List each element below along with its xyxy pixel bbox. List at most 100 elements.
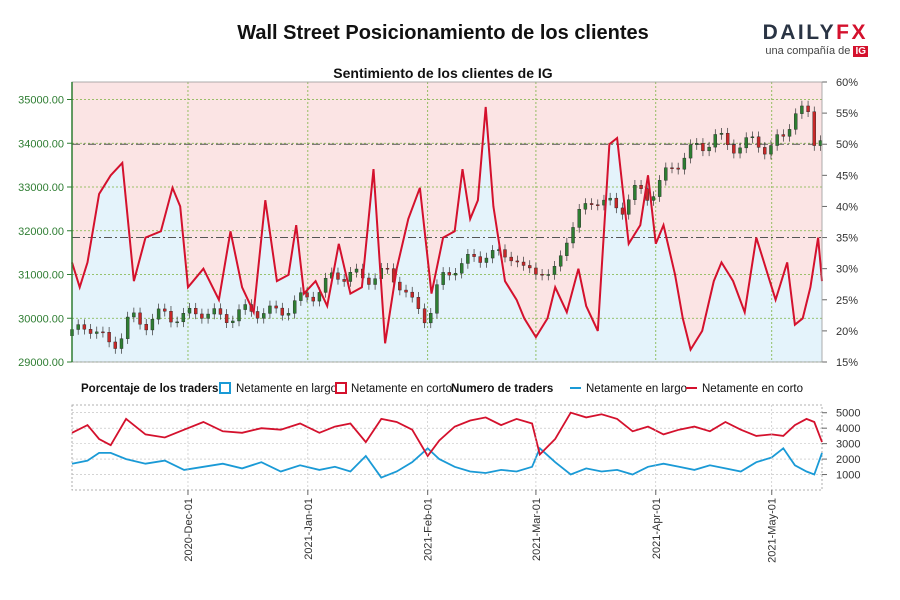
chart-title: Sentimiento de los clientes de IG <box>333 65 552 81</box>
candle-body <box>620 207 625 215</box>
candle-body <box>82 324 87 330</box>
candle-body <box>95 331 99 334</box>
candle-body <box>311 296 315 302</box>
candle-body <box>614 197 619 209</box>
candle-body <box>503 249 507 258</box>
candle-body <box>175 321 179 324</box>
left-tick-label: 29000.00 <box>18 357 64 369</box>
bottom-plot-frame <box>71 404 823 491</box>
candle-body <box>763 147 767 155</box>
candle-body <box>565 242 569 256</box>
candle-body <box>577 209 581 228</box>
candle-body <box>725 132 730 145</box>
candle-body <box>441 272 445 285</box>
candle-body <box>336 272 340 280</box>
candle-body <box>682 157 687 170</box>
left-tick-label: 33000.00 <box>18 182 64 194</box>
right-tick-label: 50% <box>836 139 858 151</box>
bottom-right-tick-label: 3000 <box>836 439 860 451</box>
right-tick-label: 55% <box>836 108 858 120</box>
candle-body <box>163 308 167 312</box>
net-long-pct-line <box>71 106 823 353</box>
candle-body <box>732 144 736 154</box>
candle-body <box>113 341 117 349</box>
candle-body <box>169 311 173 323</box>
candle-body <box>596 204 600 206</box>
legend-long-box <box>219 382 231 394</box>
candle-body <box>354 268 359 273</box>
long-area <box>72 106 822 363</box>
candle-body <box>713 134 717 148</box>
candle-body <box>466 254 470 264</box>
bottom-right-tick-label: 2000 <box>836 454 860 466</box>
candle-body <box>299 292 303 301</box>
candle-body <box>515 260 520 263</box>
legend-long-label: Netamente en largo <box>236 383 337 395</box>
candle-body <box>286 313 291 316</box>
candle-body <box>787 129 792 137</box>
candle-body <box>305 292 309 298</box>
candle-body <box>534 267 538 275</box>
left-tick-label: 35000.00 <box>18 95 64 107</box>
left-tick-label: 30000.00 <box>18 313 64 325</box>
candle-body <box>255 311 260 319</box>
candle-body <box>664 167 668 181</box>
x-tick-label: 2021-Jan-01 <box>303 498 315 560</box>
candle-body <box>633 184 637 200</box>
candle-body <box>76 324 80 330</box>
candle-body <box>132 312 136 318</box>
candle-body <box>472 254 476 257</box>
candle-body <box>453 272 458 276</box>
legend-short-label: Netamente en corto <box>351 383 452 395</box>
candle-body <box>194 307 198 315</box>
candle-body <box>150 318 155 331</box>
candle-body <box>156 308 161 320</box>
candle-body <box>218 308 223 315</box>
logo-fx-text: FX <box>836 21 868 44</box>
right-tick-label: 20% <box>836 326 858 338</box>
candle-body <box>435 284 439 314</box>
legend-count-title: Numero de traders <box>451 383 553 395</box>
candle-body <box>540 274 544 276</box>
candle-body <box>775 134 779 146</box>
candle-body <box>367 277 371 285</box>
x-tick-label: 2021-Apr-01 <box>651 498 663 559</box>
candle-body <box>144 324 148 331</box>
candle-body <box>200 313 204 319</box>
right-tick-label: 45% <box>836 170 858 182</box>
left-tick-label: 34000.00 <box>18 138 64 150</box>
candle-body <box>509 256 513 262</box>
candle-body <box>237 309 241 322</box>
candle-body <box>187 307 192 314</box>
candle-body <box>806 105 810 112</box>
candle-body <box>274 305 278 309</box>
x-tick-label: 2021-Feb-01 <box>423 498 435 561</box>
candle-body <box>410 291 414 298</box>
candle-body <box>546 274 550 276</box>
candle-body <box>558 255 563 267</box>
candle-body <box>447 272 452 276</box>
x-tick-label: 2020-Dec-01 <box>183 498 195 562</box>
candle-body <box>744 137 748 149</box>
candle-body <box>812 111 816 146</box>
candle-body <box>88 329 93 334</box>
candle-body <box>317 292 322 302</box>
candle-body <box>688 144 693 159</box>
candle-body <box>385 268 390 270</box>
candle-body <box>521 261 526 266</box>
candle-body <box>589 203 594 205</box>
candle-body <box>707 146 711 152</box>
candle-body <box>373 278 377 285</box>
candle-body <box>794 113 798 130</box>
candle-body <box>478 256 482 263</box>
candle-body <box>695 143 699 145</box>
candle-body <box>138 312 142 325</box>
candle-body <box>583 203 588 210</box>
candle-body <box>422 308 427 324</box>
bottom-right-tick-label: 5000 <box>836 408 860 420</box>
dailyfx-logo: DAILYFX una compañía de IG <box>756 22 868 57</box>
candle-body <box>490 250 495 259</box>
candle-body <box>398 281 402 291</box>
page-title: Wall Street Posicionamiento de los clien… <box>237 22 649 44</box>
